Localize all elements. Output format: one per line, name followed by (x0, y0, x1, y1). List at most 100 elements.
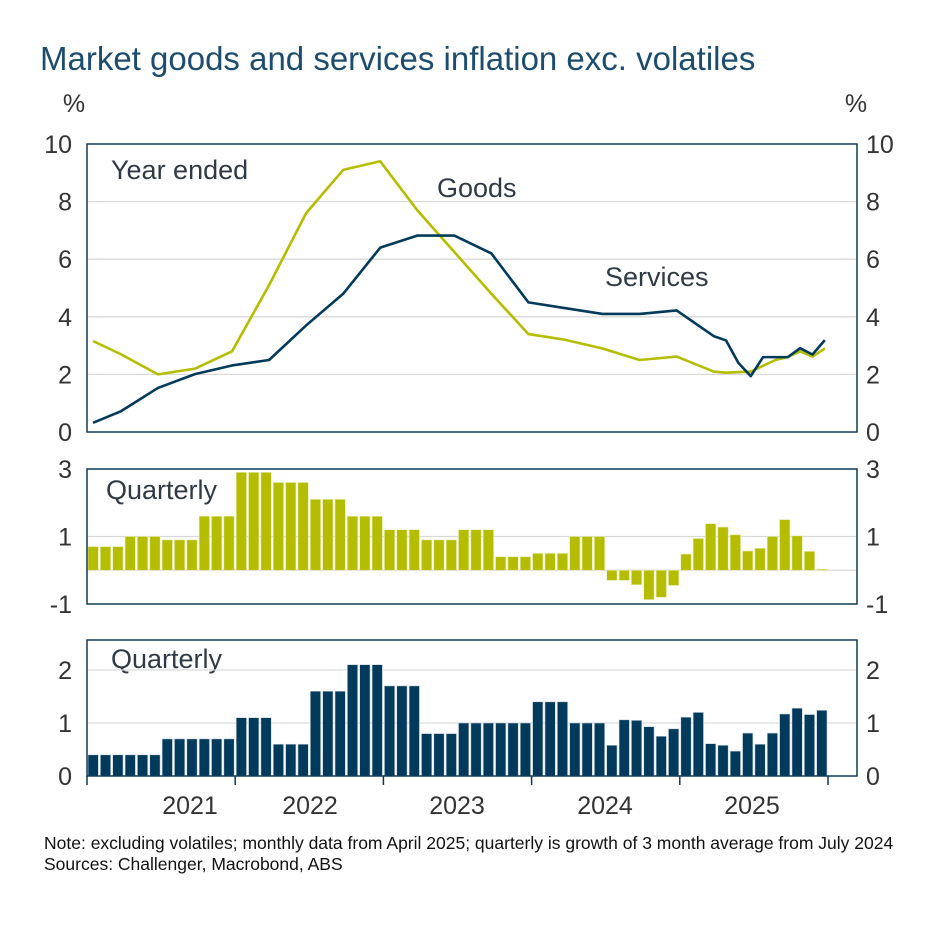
bar (655, 735, 667, 777)
bar (544, 553, 556, 571)
bar (211, 515, 223, 571)
bar (692, 538, 704, 571)
y-tick-label-left: 2 (58, 657, 72, 685)
bar (594, 722, 605, 777)
bar (408, 529, 420, 571)
services-line (92, 234, 826, 424)
bar (445, 539, 457, 571)
left-unit-label: % (63, 90, 85, 118)
bar (581, 536, 593, 571)
bar (198, 738, 210, 777)
bar (618, 719, 630, 777)
y-tick-label-right: 6 (866, 246, 880, 274)
bar (322, 690, 334, 777)
bar (618, 569, 630, 581)
bar (532, 701, 544, 777)
sources-text: Sources: Challenger, Macrobond, ABS (44, 854, 343, 874)
bar (371, 664, 383, 777)
bar (445, 733, 457, 777)
bar (729, 750, 741, 777)
y-tick-label-right: 8 (866, 189, 880, 217)
bar (507, 556, 519, 571)
bar (174, 539, 186, 571)
bar (137, 536, 149, 571)
bar (803, 551, 815, 571)
middle-panel-label: Quarterly (106, 475, 218, 505)
y-tick-label-left: 0 (58, 419, 72, 447)
bar (482, 722, 494, 777)
bar (680, 553, 692, 571)
bar (643, 569, 655, 600)
bar (458, 722, 470, 777)
bar (347, 515, 359, 571)
bar (371, 515, 383, 571)
y-tick-label-right: 10 (866, 131, 894, 159)
y-tick-label-left: -1 (50, 591, 72, 619)
bar (803, 714, 815, 777)
y-tick-label-left: 10 (44, 131, 72, 159)
x-tick-label: 2022 (282, 792, 338, 820)
x-tick-label: 2025 (724, 792, 780, 820)
bar (421, 733, 433, 777)
bar (791, 707, 803, 777)
bar (384, 529, 396, 571)
bar (235, 472, 247, 571)
bar (433, 539, 445, 571)
bar (235, 717, 247, 777)
bar (532, 553, 544, 571)
note-text: Note: excluding volatiles; monthly data … (44, 833, 894, 853)
y-tick-label-right: 0 (866, 763, 880, 791)
y-tick-label-right: -1 (866, 591, 888, 619)
y-tick-label-left: 8 (58, 189, 72, 217)
bar (396, 685, 408, 777)
bar (100, 546, 111, 571)
bar (112, 546, 124, 571)
y-tick-label-left: 2 (58, 361, 72, 389)
panel-frame (86, 143, 858, 433)
bar (347, 664, 359, 777)
bar (705, 743, 717, 777)
top-panel-label: Year ended (111, 155, 248, 185)
bar (198, 515, 210, 571)
bar (519, 556, 531, 571)
bar (285, 743, 297, 777)
bar (260, 472, 272, 571)
bar (248, 472, 260, 571)
bar (186, 539, 198, 571)
y-tick-label-left: 1 (58, 710, 72, 738)
y-tick-label-right: 4 (866, 304, 880, 332)
bar (272, 743, 284, 777)
bar (161, 539, 173, 571)
bar (519, 722, 531, 777)
x-tick-label: 2023 (429, 792, 485, 820)
bar (594, 536, 605, 571)
bar (606, 744, 618, 777)
y-tick-label-left: 6 (58, 246, 72, 274)
bar (272, 482, 284, 571)
bar (124, 536, 136, 571)
bar (705, 523, 717, 571)
bar (692, 712, 704, 777)
bar (248, 717, 260, 777)
bar (668, 728, 680, 777)
goods-series-label: Goods (437, 173, 517, 203)
bar (458, 529, 470, 571)
bar (297, 482, 309, 571)
bar (174, 738, 186, 777)
bar (223, 515, 235, 571)
bar (161, 738, 173, 777)
bar (779, 713, 791, 777)
bar (507, 722, 519, 777)
bar (186, 738, 198, 777)
bar (149, 536, 161, 571)
bar (779, 519, 791, 571)
bar (470, 529, 482, 571)
bar (581, 722, 593, 777)
y-tick-label-right: 0 (866, 419, 880, 447)
bar (717, 526, 729, 571)
bar (766, 732, 778, 777)
bar (680, 716, 692, 777)
bar (87, 546, 99, 571)
bar (396, 529, 408, 571)
